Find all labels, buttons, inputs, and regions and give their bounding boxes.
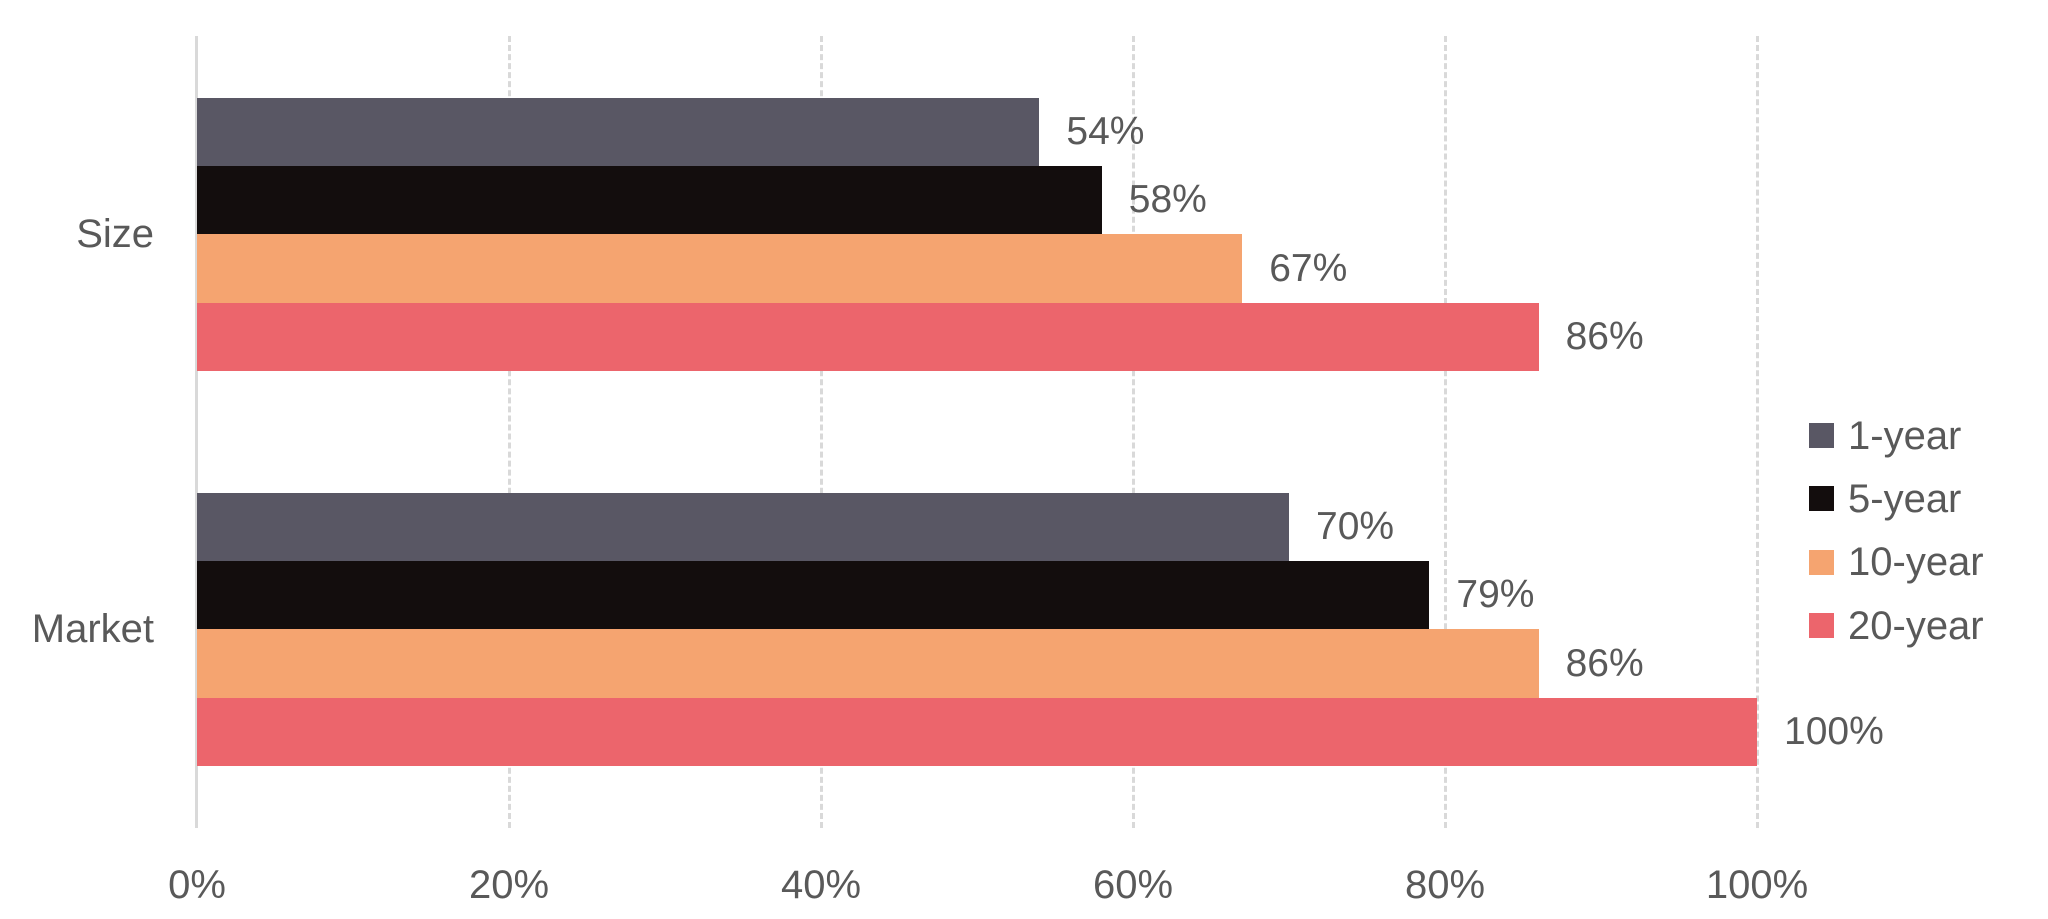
legend-item: 5-year (1809, 467, 1984, 530)
data-label: 58% (1128, 178, 1207, 222)
legend-item: 1-year (1809, 404, 1984, 467)
data-label: 79% (1456, 573, 1535, 617)
legend-swatch-icon (1809, 423, 1834, 449)
x-tick-label: 60% (1092, 863, 1174, 907)
bar-size-1-year (197, 98, 1040, 167)
legend-label: 10-year (1848, 540, 1984, 585)
x-tick-label: 40% (780, 863, 862, 907)
bar-market-10-year (197, 629, 1539, 699)
legend: 1-year 5-year 10-year 20-year (1809, 404, 1984, 657)
data-label: 70% (1316, 505, 1395, 549)
gridline (1443, 36, 1447, 828)
legend-swatch-icon (1809, 486, 1834, 512)
x-tick-label: 20% (468, 863, 550, 907)
data-label: 67% (1269, 246, 1348, 290)
data-label: 100% (1784, 709, 1884, 753)
legend-label: 1-year (1848, 413, 1962, 458)
x-tick-label: 80% (1404, 863, 1486, 907)
bar-size-10-year (197, 234, 1243, 304)
data-label: 86% (1565, 641, 1644, 685)
bar-size-20-year (197, 302, 1539, 372)
y-axis-line (195, 36, 198, 828)
category-label: Size (76, 212, 154, 257)
legend-label: 5-year (1848, 476, 1962, 521)
x-tick-label: 0% (168, 863, 226, 907)
legend-item: 10-year (1809, 531, 1984, 594)
data-label: 54% (1066, 110, 1145, 154)
legend-item: 20-year (1809, 594, 1984, 657)
bar-market-20-year (197, 697, 1757, 767)
x-tick-label: 100% (1705, 863, 1809, 907)
bar-market-5-year (197, 561, 1430, 630)
gridline (1131, 36, 1135, 828)
legend-label: 20-year (1848, 603, 1984, 648)
gridline (507, 36, 511, 828)
gridline (819, 36, 823, 828)
category-label: Market (31, 607, 154, 652)
bar-market-1-year (197, 493, 1289, 562)
legend-swatch-icon (1809, 613, 1834, 639)
bar-size-5-year (197, 166, 1102, 235)
data-label: 86% (1565, 314, 1644, 358)
legend-swatch-icon (1809, 549, 1834, 575)
gridline (1755, 36, 1759, 828)
